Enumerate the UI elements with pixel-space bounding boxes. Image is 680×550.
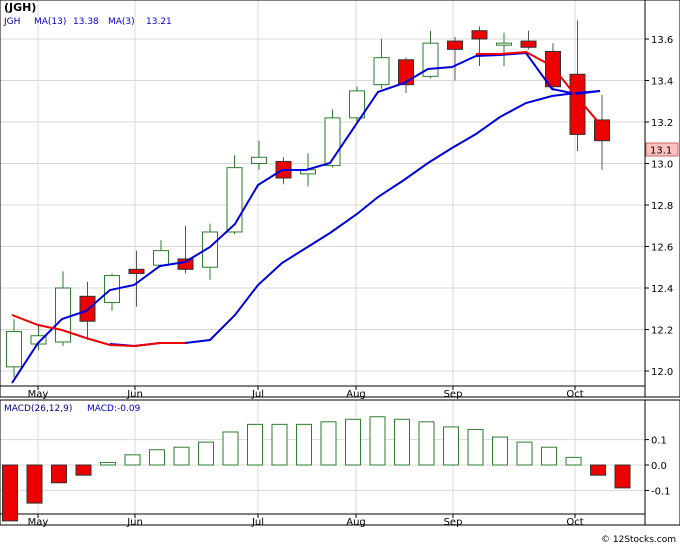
candle-body-up bbox=[496, 42, 512, 46]
macd-y-tick-label: -0.1 bbox=[651, 486, 671, 497]
price-month-labels: May Jun Jul Aug Sep Oct bbox=[28, 386, 584, 400]
macd-month-labels: May Jun Jul Aug Sep Oct bbox=[28, 514, 584, 528]
price-y-tick-label: 12.0 bbox=[651, 367, 673, 378]
price-y-tick-label: 12.8 bbox=[651, 201, 673, 212]
price-panel-frame bbox=[0, 0, 680, 398]
candle-body-down bbox=[177, 258, 194, 270]
macd-bar-positive bbox=[443, 426, 459, 466]
last-price-box bbox=[645, 142, 679, 157]
candle-body-up bbox=[6, 331, 22, 368]
ma3-value: 13.21 bbox=[146, 17, 172, 27]
ma3-red-segment-end bbox=[476, 50, 601, 125]
macd-value-label: MACD:-0.09 bbox=[87, 404, 141, 414]
macd-month-label: Jun bbox=[126, 517, 143, 528]
price-month-label: Oct bbox=[566, 389, 583, 400]
macd-bar-positive bbox=[198, 441, 214, 466]
macd-bar-positive bbox=[247, 423, 263, 466]
ma3-label: MA(3) bbox=[108, 17, 135, 27]
last-price-label: 13.1 bbox=[650, 146, 672, 157]
price-month-label: Jul bbox=[251, 389, 264, 400]
candle-body-down bbox=[545, 50, 561, 88]
macd-panel-frame bbox=[0, 399, 680, 526]
price-y-tick-labels: 12.0 12.2 12.4 12.6 12.8 13.0 13.2 13.4 13.6 bbox=[645, 35, 673, 378]
candle-body-down bbox=[128, 268, 145, 274]
price-y-tick-label: 13.4 bbox=[651, 77, 673, 88]
macd-bar-positive bbox=[222, 431, 239, 466]
candle-body-down bbox=[398, 59, 414, 86]
copyright-text: © 12Stocks.com bbox=[601, 535, 676, 545]
candle-body-up bbox=[226, 167, 243, 233]
macd-bar-positive bbox=[271, 423, 288, 466]
macd-month-label: Aug bbox=[346, 517, 366, 528]
macd-month-label: Oct bbox=[566, 517, 583, 528]
price-month-label: Jun bbox=[126, 389, 143, 400]
candle-body-up bbox=[349, 90, 365, 119]
price-y-tick-label: 12.2 bbox=[651, 326, 673, 337]
candle-body-down bbox=[594, 119, 610, 142]
macd-bar-positive bbox=[124, 454, 141, 466]
macd-bar-positive bbox=[100, 461, 116, 466]
macd-bar-positive bbox=[173, 446, 190, 466]
macd-bar-negative bbox=[614, 464, 631, 489]
moving-average-layer bbox=[11, 50, 601, 384]
macd-bar-negative bbox=[75, 464, 92, 476]
ma13-label: MA(13) bbox=[34, 17, 66, 27]
macd-params-label: MACD(26,12,9) bbox=[4, 404, 72, 414]
price-month-label: Sep bbox=[444, 389, 463, 400]
candle-body-down bbox=[447, 40, 463, 50]
macd-bar-positive bbox=[345, 418, 361, 466]
macd-bar-positive bbox=[565, 456, 582, 466]
macd-y-tick-label: 0.1 bbox=[651, 436, 667, 447]
ticker-title: (JGH) bbox=[4, 1, 36, 14]
ma3-red-segment-start bbox=[11, 314, 185, 348]
macd-bar-positive bbox=[418, 421, 435, 466]
macd-bar-positive bbox=[296, 423, 312, 466]
candle-body-up bbox=[55, 287, 71, 343]
macd-month-label: Sep bbox=[444, 517, 463, 528]
macd-bar-positive bbox=[369, 416, 386, 466]
macd-bar-positive bbox=[541, 446, 557, 466]
candle-body-up bbox=[202, 231, 218, 268]
macd-month-label: May bbox=[28, 517, 49, 528]
price-y-tick-label: 12.6 bbox=[651, 243, 673, 254]
macd-y-tick-labels: 0.1 0.0 -0.1 bbox=[645, 436, 671, 497]
price-y-tick-label: 12.4 bbox=[651, 284, 673, 295]
macd-bar-negative bbox=[51, 464, 67, 484]
macd-month-label: Jul bbox=[251, 517, 264, 528]
macd-bar-positive bbox=[492, 436, 508, 466]
symbol-label: JGH bbox=[3, 17, 20, 27]
price-y-tick-label: 13.6 bbox=[651, 35, 673, 46]
macd-bar-negative bbox=[26, 464, 43, 504]
candle-body-up bbox=[373, 57, 390, 86]
last-price-marker: 13.1 bbox=[645, 142, 679, 157]
macd-y-tick-label: 0.0 bbox=[651, 461, 667, 472]
macd-bars-layer bbox=[2, 416, 631, 522]
price-month-label: Aug bbox=[346, 389, 366, 400]
macd-bar-positive bbox=[394, 418, 410, 466]
candle-body-down bbox=[569, 73, 586, 135]
macd-bar-positive bbox=[320, 421, 337, 466]
macd-bar-positive bbox=[516, 441, 533, 466]
price-y-tick-label: 13.0 bbox=[651, 160, 673, 171]
candle-body-down bbox=[520, 40, 537, 48]
macd-bar-positive bbox=[149, 449, 165, 466]
ma13-value: 13.38 bbox=[73, 17, 99, 27]
ma13-line bbox=[109, 90, 601, 348]
price-y-tick-label: 13.2 bbox=[651, 118, 673, 129]
candle-body-up bbox=[251, 156, 267, 164]
macd-bar-negative bbox=[2, 464, 18, 522]
macd-bar-positive bbox=[467, 428, 484, 466]
price-month-label: May bbox=[28, 389, 49, 400]
candle-body-down bbox=[471, 30, 488, 40]
macd-bar-negative bbox=[590, 464, 606, 476]
candle-body-up bbox=[153, 250, 169, 266]
